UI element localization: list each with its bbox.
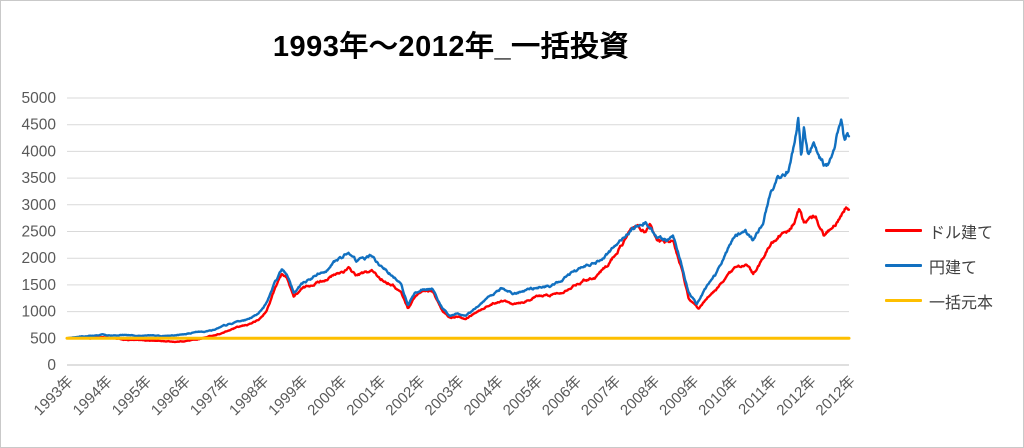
x-tick-label: 2011年 bbox=[735, 373, 780, 418]
x-tick-label: 2006年 bbox=[539, 373, 585, 419]
x-tick-label: 2003年 bbox=[422, 373, 468, 419]
legend-label-dollar: ドル建て bbox=[929, 224, 994, 242]
legend-swatch-1 bbox=[885, 264, 922, 267]
legend-item-dollar: ドル建て bbox=[885, 213, 1020, 248]
x-tick-label: 2004年 bbox=[461, 373, 507, 419]
x-tick-label: 1993年 bbox=[31, 373, 77, 419]
legend-swatch-2 bbox=[885, 299, 922, 302]
y-tick-label: 3000 bbox=[22, 197, 57, 214]
y-tick-label: 1500 bbox=[22, 277, 57, 294]
x-tick-label: 1998年 bbox=[226, 373, 272, 419]
legend-label-yen: 円建て bbox=[929, 259, 978, 277]
x-tick-label: 2000年 bbox=[304, 373, 350, 419]
chart-legend: ドル建て 円建て 一括元本 bbox=[885, 213, 1020, 318]
x-tick-label: 1999年 bbox=[265, 373, 311, 419]
x-tick-label: 2007年 bbox=[578, 373, 624, 419]
y-tick-label: 3500 bbox=[22, 170, 57, 187]
x-tick-label: 1996年 bbox=[148, 373, 194, 419]
x-tick-label: 2012年 bbox=[774, 373, 820, 419]
legend-item-yen: 円建て bbox=[885, 248, 1020, 283]
y-tick-label: 500 bbox=[30, 330, 56, 347]
y-tick-label: 4000 bbox=[22, 143, 57, 160]
y-tick-label: 1000 bbox=[22, 304, 57, 321]
x-tick-label: 2008年 bbox=[617, 373, 663, 419]
x-tick-label: 2010年 bbox=[695, 373, 741, 419]
legend-item-principal: 一括元本 bbox=[885, 283, 1020, 318]
series-line-0 bbox=[65, 206, 851, 344]
y-tick-label: 2500 bbox=[22, 224, 57, 241]
y-tick-label: 0 bbox=[47, 357, 56, 374]
series-line-1 bbox=[65, 116, 851, 340]
x-tick-label: 1994年 bbox=[70, 373, 116, 419]
x-tick-label: 2005年 bbox=[500, 373, 546, 419]
y-tick-label: 4500 bbox=[22, 117, 57, 134]
x-tick-label: 2002年 bbox=[383, 373, 429, 419]
x-tick-label: 2001年 bbox=[343, 373, 389, 419]
x-tick-label: 2009年 bbox=[656, 373, 702, 419]
x-tick-label: 1997年 bbox=[187, 373, 233, 419]
legend-swatch-0 bbox=[885, 229, 922, 232]
chart-title: 1993年～2012年_一括投資 bbox=[272, 31, 630, 63]
y-tick-label: 2000 bbox=[22, 250, 57, 267]
legend-label-principal: 一括元本 bbox=[929, 294, 994, 312]
y-tick-label: 5000 bbox=[22, 90, 57, 107]
x-tick-label: 1995年 bbox=[109, 373, 155, 419]
x-tick-label: 2012年 bbox=[813, 373, 859, 419]
